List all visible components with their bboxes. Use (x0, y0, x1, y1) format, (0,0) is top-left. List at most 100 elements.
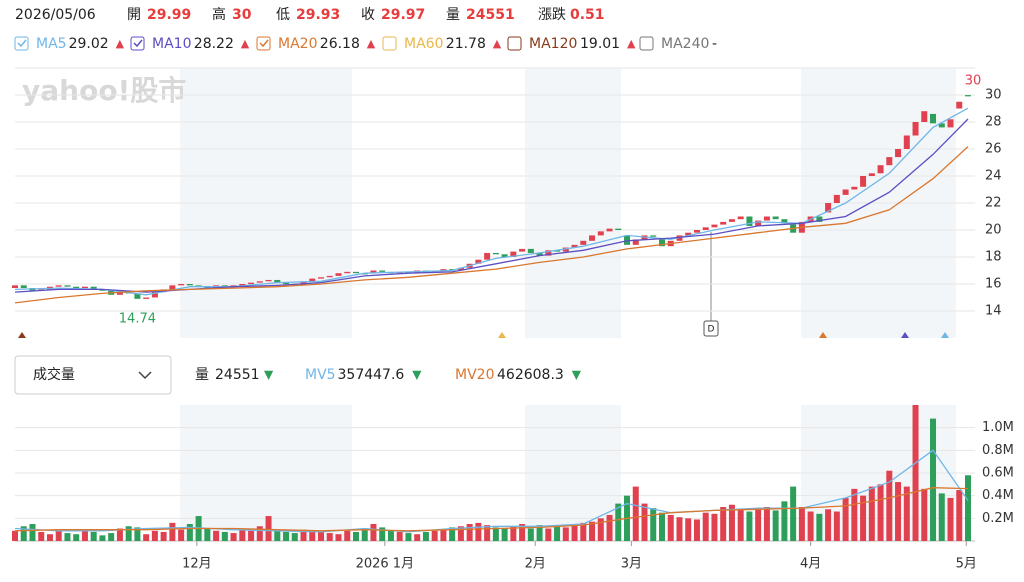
candle (571, 244, 578, 248)
volume-bar (930, 418, 937, 541)
candle (755, 220, 762, 226)
legend-name: MA10 (152, 36, 191, 52)
header-label: 收 (361, 7, 375, 23)
legend-checkbox[interactable] (382, 36, 397, 51)
candle (256, 281, 263, 283)
volume-bar (99, 535, 106, 541)
volume-bar (851, 488, 858, 541)
volume-bar (798, 507, 805, 541)
event-marker[interactable] (703, 320, 719, 337)
candle (912, 122, 919, 136)
y-tick-label: 16 (985, 277, 1002, 292)
candle (886, 157, 893, 166)
legend-value: 21.78 (446, 36, 486, 52)
x-tick-label: 12月 (182, 557, 212, 572)
volume-bar (90, 531, 97, 541)
candle (685, 232, 692, 236)
candle (825, 203, 832, 213)
candle (449, 269, 456, 271)
volume-bar (938, 493, 945, 541)
volume-bar (396, 531, 403, 541)
mv-line (14, 487, 969, 532)
volume-bar (108, 533, 115, 541)
legend-trend: ▲ (116, 37, 125, 50)
volume-bar (877, 484, 884, 541)
legend-name: MA60 (404, 36, 443, 52)
candle (81, 286, 88, 289)
volume-legend-trend: ▼ (412, 368, 422, 382)
volume-legend-name: 量 (195, 367, 209, 383)
volume-bar (352, 531, 359, 541)
candle (143, 297, 150, 299)
legend-checkbox[interactable] (639, 36, 654, 51)
volume-bar (20, 526, 27, 541)
volume-bar (755, 508, 762, 541)
candle (632, 239, 639, 245)
event-triangle (498, 332, 506, 338)
volume-bar (641, 503, 648, 541)
volume-legend-name: MV5 (305, 367, 336, 383)
candle (711, 224, 718, 228)
candle (938, 123, 945, 128)
header-label: 漲跌 (538, 7, 566, 23)
legend-checkbox[interactable] (14, 36, 29, 51)
y-tick-label: 0.4M (982, 488, 1014, 503)
candle (903, 135, 910, 149)
volume-bar (431, 530, 438, 541)
y-tick-label: 14 (985, 304, 1002, 319)
volume-bar (440, 529, 447, 541)
legend-value: 29.02 (69, 36, 109, 52)
legend-checkbox[interactable] (130, 36, 145, 51)
volume-bar (151, 530, 158, 541)
volume-bar (702, 512, 709, 541)
candle (816, 216, 823, 222)
candle (169, 285, 176, 290)
indicator-dropdown[interactable] (14, 355, 172, 395)
volume-bar (589, 521, 596, 541)
watermark: yahoo!股市 (22, 74, 186, 107)
header-label: 高 (212, 6, 226, 23)
x-tick-label: 5月 (956, 557, 977, 572)
candle (221, 285, 228, 287)
candle (344, 271, 351, 274)
volume-bar (300, 529, 307, 541)
candle (379, 270, 386, 272)
mv-line (14, 449, 969, 533)
volume-bar (527, 528, 534, 541)
volume-bar (492, 527, 499, 541)
legend-checkbox[interactable] (256, 36, 271, 51)
legend-checkbox[interactable] (507, 36, 522, 51)
candle (55, 285, 62, 287)
volume-bar (886, 470, 893, 541)
candle (545, 250, 552, 256)
y-tick-label: 20 (985, 223, 1002, 238)
candle (283, 282, 290, 284)
candle (204, 286, 211, 289)
candle (326, 275, 333, 278)
volume-bar (790, 486, 797, 541)
candle (615, 228, 622, 230)
volume-bar (309, 530, 316, 541)
legend-trend: ▲ (367, 37, 376, 50)
candle (580, 240, 587, 245)
candle (274, 279, 281, 283)
volume-bar (580, 522, 587, 541)
volume-bar (81, 529, 88, 541)
volume-bar (965, 475, 971, 541)
volume-bar (816, 513, 823, 541)
event-triangle (819, 332, 827, 338)
volume-bar (361, 528, 368, 541)
volume-bar (274, 530, 281, 541)
candle (178, 284, 185, 286)
volume-bar (501, 528, 508, 541)
candle (763, 216, 770, 221)
volume-bar (728, 504, 735, 541)
candle (562, 247, 569, 252)
candle (650, 235, 657, 237)
volume-bar (658, 512, 665, 541)
y-tick-label: 24 (985, 169, 1002, 184)
legend-value: 26.18 (320, 36, 360, 52)
checkmark (133, 39, 143, 48)
volume-bar (405, 533, 412, 541)
